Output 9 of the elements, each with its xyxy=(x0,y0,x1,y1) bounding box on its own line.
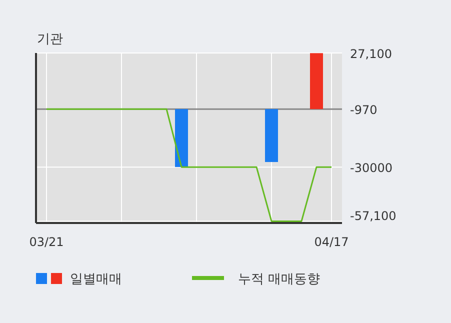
y-tick-label: -970 xyxy=(350,103,378,118)
y-tick-label: -30000 xyxy=(350,161,393,176)
y-tick-label: -57,100 xyxy=(350,209,396,223)
legend-label: 누적 매매동향 xyxy=(238,272,320,287)
chart-title: 기관 xyxy=(37,32,63,47)
legend-label: 일별매매 xyxy=(70,272,122,287)
y-tick-label: 27,100 xyxy=(350,47,392,61)
x-tick-label: 03/21 xyxy=(29,235,64,249)
x-tick-label: 04/17 xyxy=(314,235,349,249)
